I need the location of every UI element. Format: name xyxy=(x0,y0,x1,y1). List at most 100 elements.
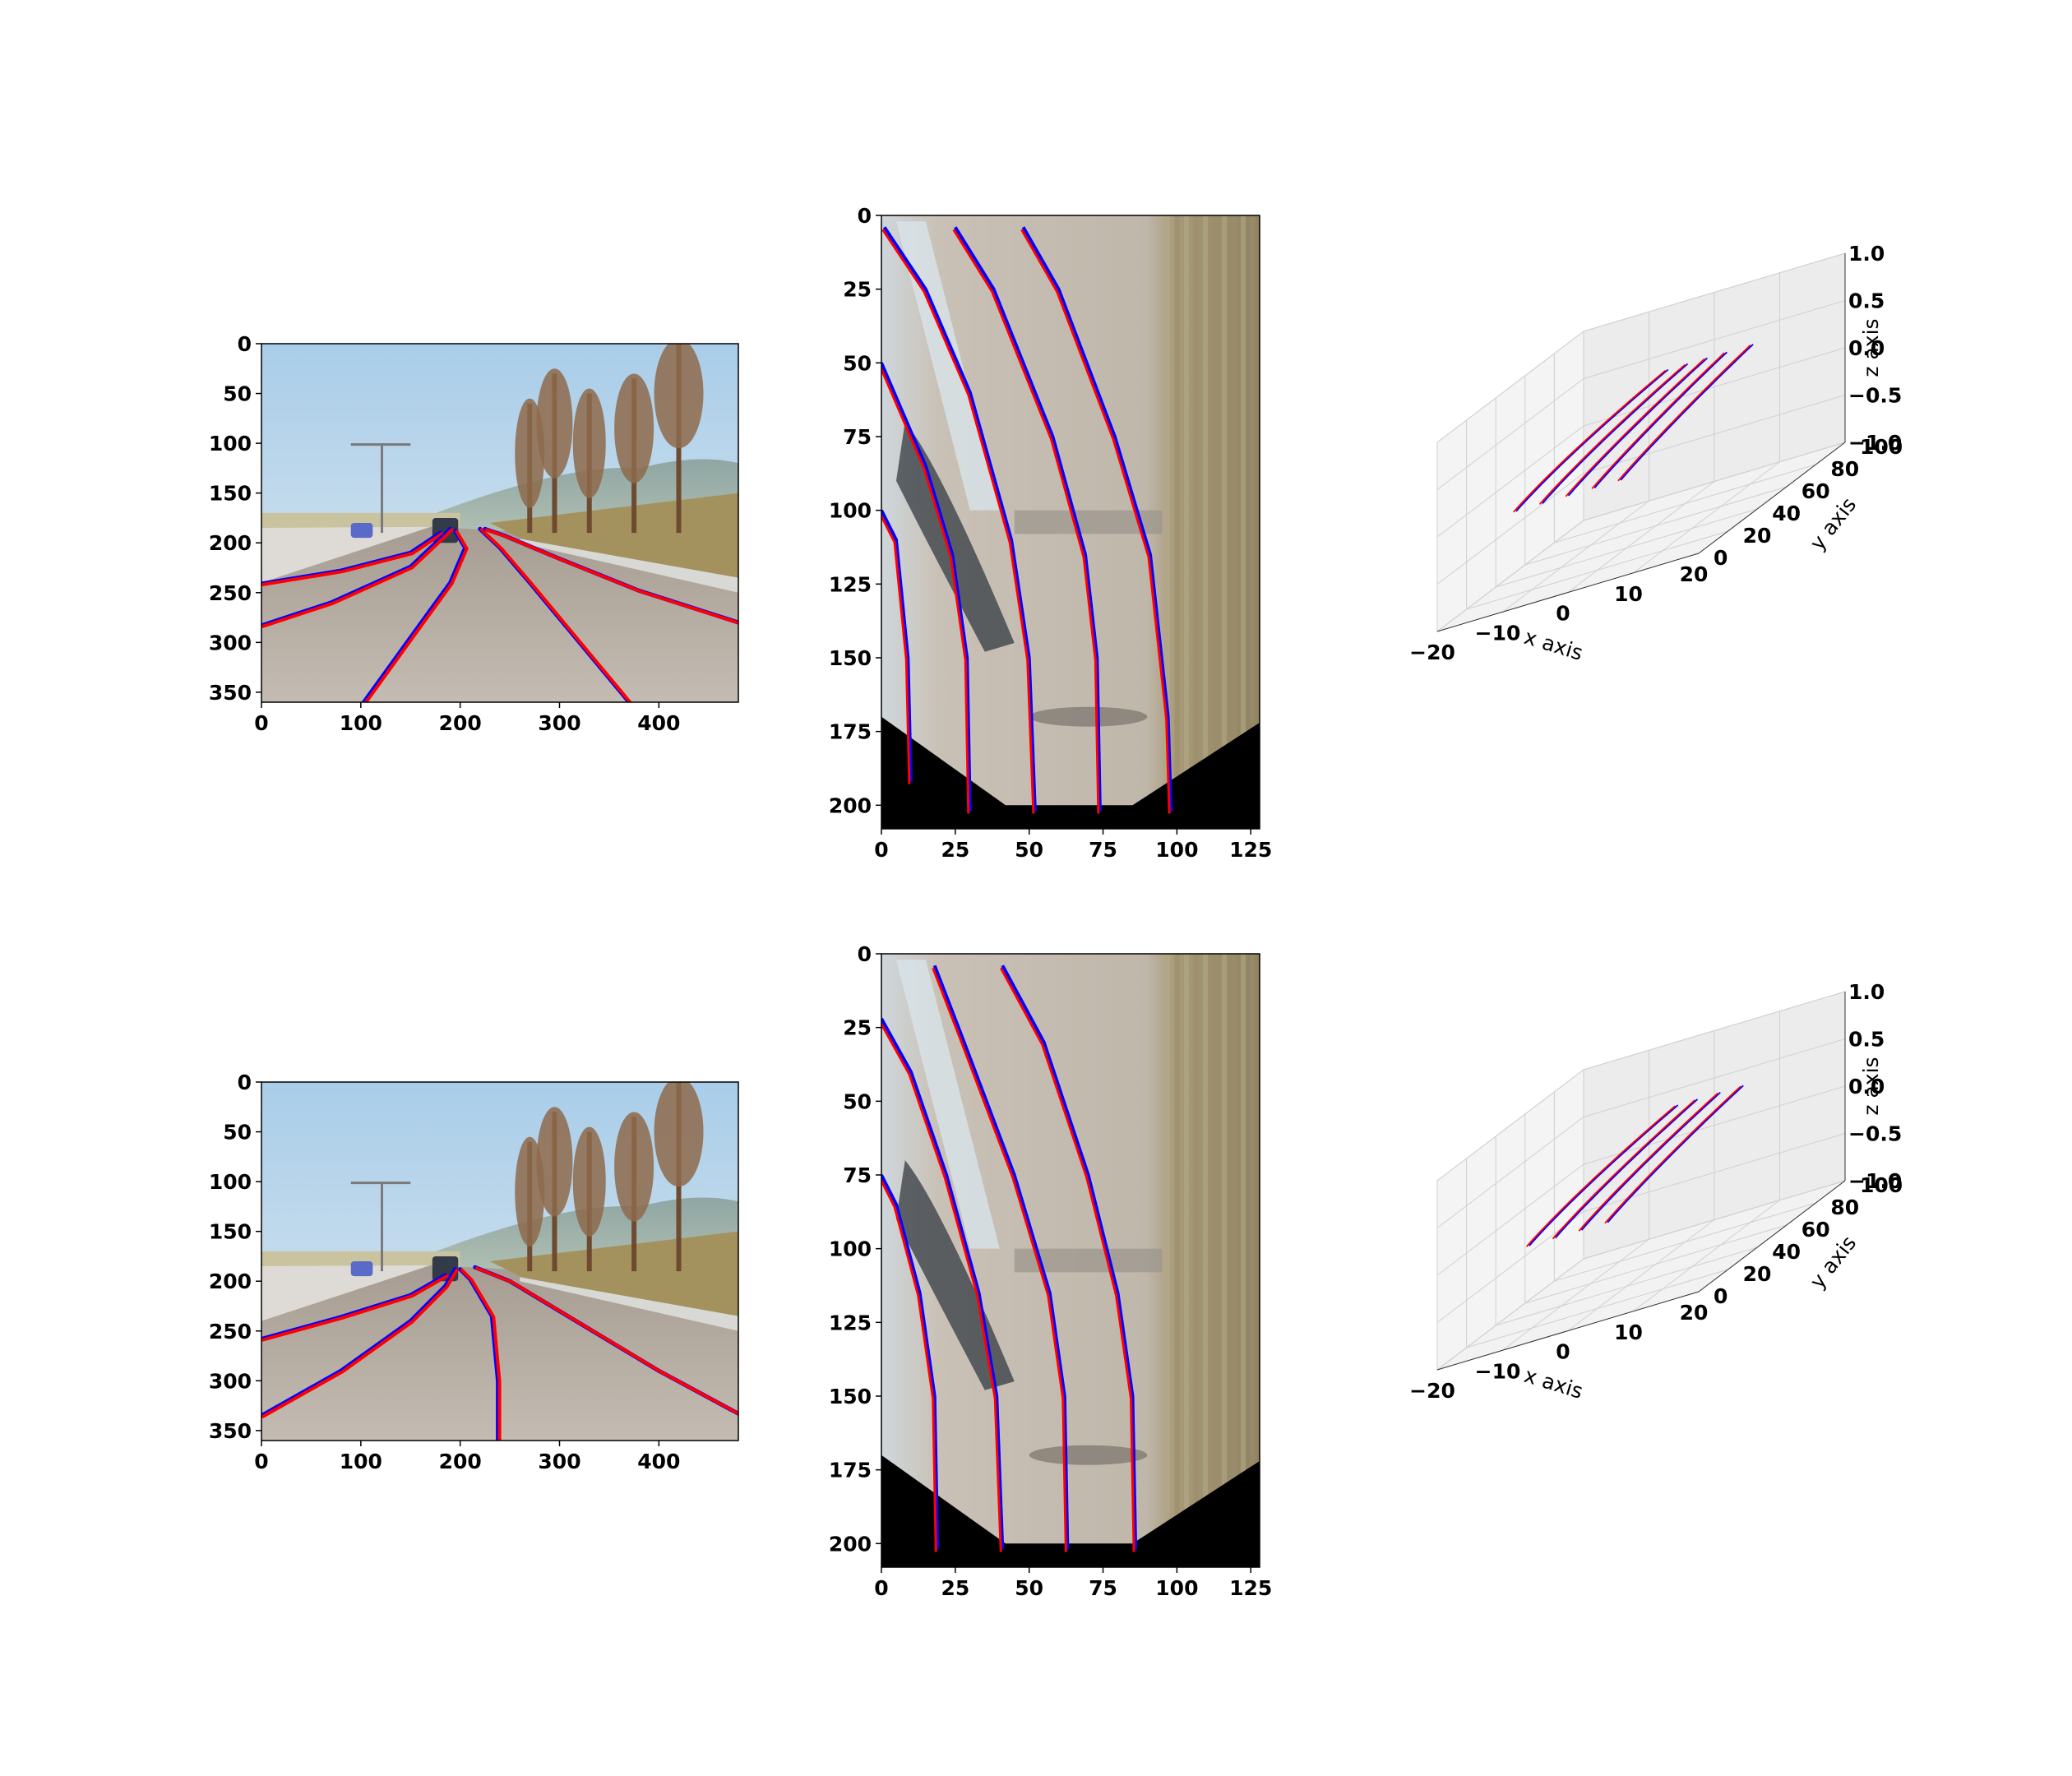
x-axis-line xyxy=(1436,1291,1700,1371)
y-tick-label-6: 300 xyxy=(209,631,252,654)
street-light-arm xyxy=(350,443,411,446)
tree-canopy xyxy=(572,1126,606,1237)
grid-line xyxy=(1496,508,1758,588)
vegetation-streak xyxy=(1231,954,1237,1515)
guard-rail xyxy=(520,1277,738,1331)
lane-pred-3 xyxy=(474,1266,738,1416)
y-tick-label-7: 350 xyxy=(209,1419,252,1443)
grid-line xyxy=(1583,442,1846,521)
y-tick-label-2: 50 xyxy=(843,351,872,375)
grid-line xyxy=(1554,464,1816,543)
vegetation-streak xyxy=(1212,215,1218,776)
lane-gt-2 xyxy=(932,964,1070,1550)
x-tick-label-0: 0 xyxy=(874,1576,888,1600)
y-tick-label-6: 150 xyxy=(829,1385,872,1408)
y-tick-label-8: 200 xyxy=(829,1532,872,1556)
grid-line xyxy=(1436,1258,1584,1371)
y-tick-label-1: 25 xyxy=(843,278,872,302)
axes-frame xyxy=(881,953,1260,1568)
x-tick-label-4: 400 xyxy=(637,1450,680,1473)
z3d-tick-4: 1.0 xyxy=(1848,242,1885,266)
grid-line xyxy=(1583,347,1846,427)
lane-gt-1 xyxy=(881,1017,1005,1550)
x3d-tick-3: 10 xyxy=(1614,582,1643,606)
vegetation-streak xyxy=(1174,215,1180,776)
lane-pred-1 xyxy=(261,1268,459,1418)
y-tick-label-5: 250 xyxy=(209,1320,252,1344)
lane-gt-3 xyxy=(1001,964,1138,1550)
grid-line xyxy=(1583,1180,1846,1260)
y-axis-line xyxy=(1698,1180,1846,1293)
x-tick-label-2: 200 xyxy=(439,1450,482,1473)
x-tick-label-0: 0 xyxy=(254,711,268,735)
x3d-tick-2: 0 xyxy=(1556,602,1570,626)
lane3d-pred-4 xyxy=(1617,345,1751,482)
row2-topview-panel: 0 25 50 75 100 125 0 25 50 75 100 125 150 175 200 xyxy=(829,942,1273,1600)
barrier-streak xyxy=(895,221,1000,511)
lane3d-pred-3 xyxy=(1591,352,1725,489)
grid-line xyxy=(1436,520,1584,632)
car-smear xyxy=(895,422,1015,652)
lane3d-pred-0 xyxy=(1526,1105,1677,1247)
lane3d-gt-3 xyxy=(1607,1085,1744,1223)
grid-line xyxy=(1436,425,1584,538)
lane-pred-0 xyxy=(881,1177,937,1552)
lane-pred-1 xyxy=(881,366,970,814)
x3d-tick-0: −20 xyxy=(1409,641,1455,664)
lane3d-pred-1 xyxy=(1552,1099,1695,1240)
lane3d-gt-0 xyxy=(1515,368,1669,512)
y-tick-label-2: 50 xyxy=(843,1089,872,1113)
y-tick-label-4: 100 xyxy=(829,499,872,523)
grid-line xyxy=(1567,481,1715,593)
grid-line xyxy=(1436,1069,1584,1182)
road-surface xyxy=(261,1265,738,1441)
lane-pred-2 xyxy=(363,530,469,702)
y-tick-label-3: 150 xyxy=(209,1220,252,1244)
y-tick-label-5: 250 xyxy=(209,581,252,605)
panel-image xyxy=(261,344,738,702)
grid-line xyxy=(1633,1200,1780,1312)
y3d-tick-1: 20 xyxy=(1743,524,1772,548)
y-tick-label-1: 50 xyxy=(223,1121,252,1145)
x-tick-label-0: 0 xyxy=(874,838,888,862)
panel-image xyxy=(261,1082,738,1441)
x3d-tick-0: −20 xyxy=(1409,1379,1455,1403)
guard-rail xyxy=(520,539,738,593)
grid-line xyxy=(1554,1202,1816,1282)
row1-topview-panel: 0 25 50 75 100 125 0 25 50 75 100 125 150 175 200 xyxy=(829,204,1273,862)
x-tick-label-0: 0 xyxy=(254,1450,268,1473)
lane-pred-3 xyxy=(479,528,632,702)
y3d-tick-4: 80 xyxy=(1830,457,1859,481)
lane3d-gt-3 xyxy=(1593,351,1727,488)
panel-image xyxy=(881,954,1260,1567)
grid-line xyxy=(1583,252,1846,332)
vegetation-streak xyxy=(1193,215,1199,776)
grid-line xyxy=(1466,530,1728,610)
axes-frame xyxy=(261,343,739,703)
grid-line xyxy=(1567,1219,1715,1331)
y-tick-label-7: 175 xyxy=(829,720,872,744)
y-tick-label-0: 0 xyxy=(858,942,872,966)
axes-frame xyxy=(261,1081,739,1441)
y3d-tick-2: 40 xyxy=(1772,1240,1801,1264)
vegetation-streak xyxy=(1222,215,1227,776)
lane-pred-2 xyxy=(932,967,1067,1552)
grid-line xyxy=(1502,500,1649,613)
street-light-pole xyxy=(381,443,383,534)
x3d-tick-4: 20 xyxy=(1680,562,1709,586)
x3d-tick-1: −10 xyxy=(1475,1359,1521,1383)
lane3d-pred-1 xyxy=(1538,363,1686,505)
y3d-tick-4: 80 xyxy=(1830,1196,1859,1219)
lane-pred-0 xyxy=(261,1274,449,1342)
lane-pred-0 xyxy=(881,513,911,784)
vegetation-streak xyxy=(1250,954,1256,1515)
grid-line xyxy=(1436,331,1584,443)
z3d-tick-1: −0.5 xyxy=(1848,384,1902,408)
y-tick-label-7: 350 xyxy=(209,681,252,705)
lane3d-gt-1 xyxy=(1542,363,1689,504)
roadside-barrier xyxy=(261,526,431,583)
street-light-arm xyxy=(350,1182,411,1185)
grid-line xyxy=(1436,1117,1584,1228)
bev-mask xyxy=(881,716,1260,829)
row2-camera-panel: 0 100 200 300 400 0 50 100 150 200 250 300 350 xyxy=(209,1071,739,1473)
